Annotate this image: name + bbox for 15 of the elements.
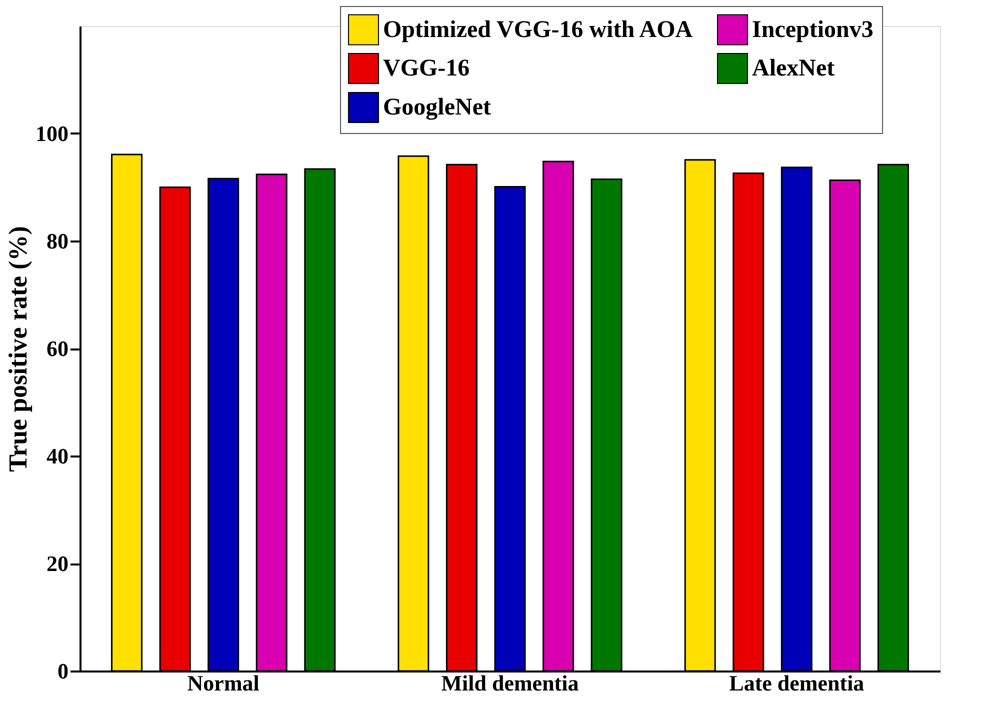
y-tick-label: 60	[46, 336, 68, 361]
y-axis-title: True positive rate (%)	[4, 226, 32, 472]
y-tick-label: 80	[46, 228, 68, 254]
y-tick-label: 20	[46, 551, 68, 576]
x-tick-label: Normal	[187, 670, 260, 696]
legend-label: VGG-16	[383, 56, 470, 82]
legend-label: Inceptionv3	[752, 16, 874, 43]
legend-label: AlexNet	[752, 56, 835, 82]
legend-label: Optimized VGG-16 with AOA	[383, 16, 694, 43]
y-tick-label: 40	[46, 444, 68, 468]
legend-label: GoogleNet	[383, 94, 491, 120]
x-tick-label: Late dementia	[729, 670, 864, 696]
x-tick-label: Mild dementia	[441, 670, 579, 696]
y-tick-label: 100	[36, 121, 68, 146]
y-tick-label: 0	[58, 658, 68, 684]
